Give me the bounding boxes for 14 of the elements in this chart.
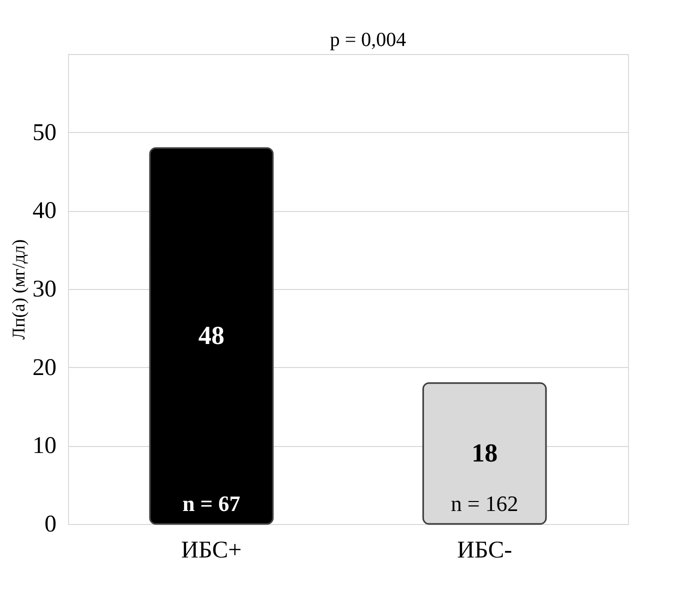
y-tick-label: 50 xyxy=(32,120,56,146)
y-tick-label: 20 xyxy=(32,354,56,381)
x-tick-label: ИБС+ xyxy=(181,538,242,564)
text: p = 0,004 xyxy=(330,29,406,51)
y-tick-label: 30 xyxy=(32,276,56,302)
y-tick-label: 10 xyxy=(32,433,56,460)
data-label: 18 xyxy=(472,438,498,468)
y-axis-title: Лп(а) (мг/дл) xyxy=(8,239,28,340)
y-tick-label: 40 xyxy=(32,198,56,224)
y-tick-label: 0 xyxy=(44,512,56,538)
annotation: n = 162 xyxy=(450,491,518,516)
x-tick-label: ИБС- xyxy=(457,538,512,564)
annotation: n = 67 xyxy=(182,491,240,516)
data-label: 48 xyxy=(198,321,224,350)
